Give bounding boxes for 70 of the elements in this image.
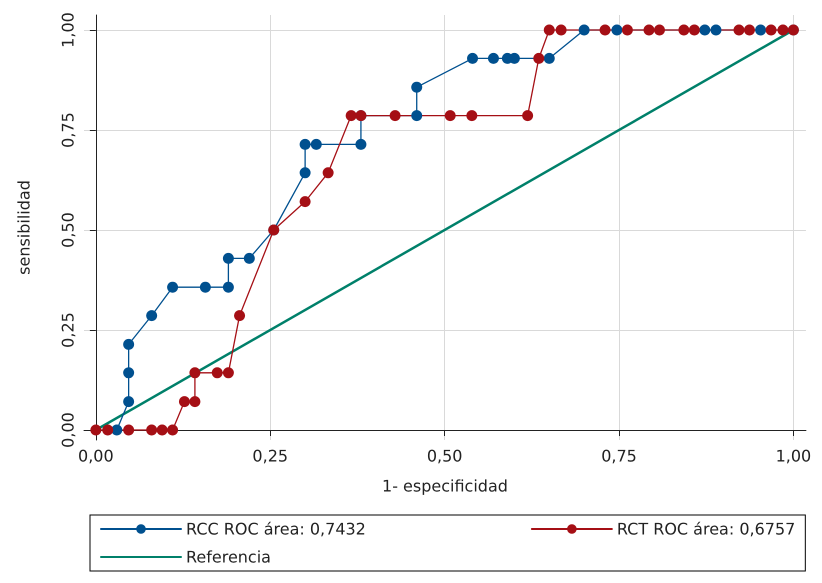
point [355, 138, 366, 150]
point [234, 310, 246, 322]
point [744, 24, 755, 36]
point [390, 110, 401, 122]
x-tick-label: 0,75 [601, 446, 637, 466]
point [167, 282, 178, 293]
point [300, 138, 311, 150]
point [244, 252, 255, 264]
point [411, 110, 422, 122]
point [467, 52, 478, 64]
y-tick-label: 0,50 [58, 212, 78, 248]
legend-label: RCT ROC área: 0,6757 [616, 520, 796, 538]
y-tick-label: 0,25 [58, 312, 78, 348]
point [578, 24, 590, 36]
point [310, 138, 322, 150]
point [123, 367, 134, 378]
point [300, 196, 311, 208]
point [622, 24, 633, 36]
point [488, 52, 499, 64]
point [111, 424, 122, 436]
point [222, 252, 234, 264]
point [178, 396, 190, 408]
point [189, 396, 200, 408]
point [411, 82, 422, 93]
point [200, 282, 211, 293]
point [346, 110, 357, 122]
point [167, 424, 178, 436]
point [611, 24, 622, 36]
point [189, 367, 200, 378]
point [146, 310, 158, 322]
point [444, 110, 456, 122]
point [734, 24, 744, 36]
y-tick-label: 0,75 [58, 112, 78, 148]
point [123, 424, 134, 436]
point [522, 110, 534, 122]
point [699, 24, 710, 36]
point [544, 52, 555, 64]
x-tick-label: 0,50 [426, 446, 462, 466]
point [644, 24, 655, 36]
point [544, 24, 555, 36]
point [766, 24, 777, 36]
point [102, 424, 114, 436]
point [678, 24, 690, 36]
y-axis-title: sensibilidad [14, 180, 34, 275]
point [123, 338, 134, 350]
point [688, 24, 700, 36]
x-tick-label: 0,00 [78, 446, 114, 466]
x-axis-title: 1- especificidad [382, 476, 508, 496]
point [710, 24, 722, 36]
point [533, 52, 544, 64]
point [556, 24, 567, 36]
point [777, 24, 788, 36]
point [466, 110, 478, 122]
point [222, 367, 234, 378]
legend-label: Referencia [186, 548, 271, 566]
x-tick-label: 0,25 [252, 446, 288, 466]
point [755, 24, 766, 36]
point [123, 396, 134, 408]
point [600, 24, 611, 36]
x-tick-label: 1,00 [776, 446, 812, 466]
point [90, 424, 102, 436]
point [222, 282, 234, 293]
point [654, 24, 665, 36]
point [212, 367, 223, 378]
point [146, 424, 158, 436]
y-tick-label: 1,00 [58, 12, 78, 48]
point [300, 167, 311, 178]
point [156, 424, 168, 436]
legend-label: RCC ROC área: 0,7432 [186, 520, 366, 538]
point [322, 167, 334, 178]
